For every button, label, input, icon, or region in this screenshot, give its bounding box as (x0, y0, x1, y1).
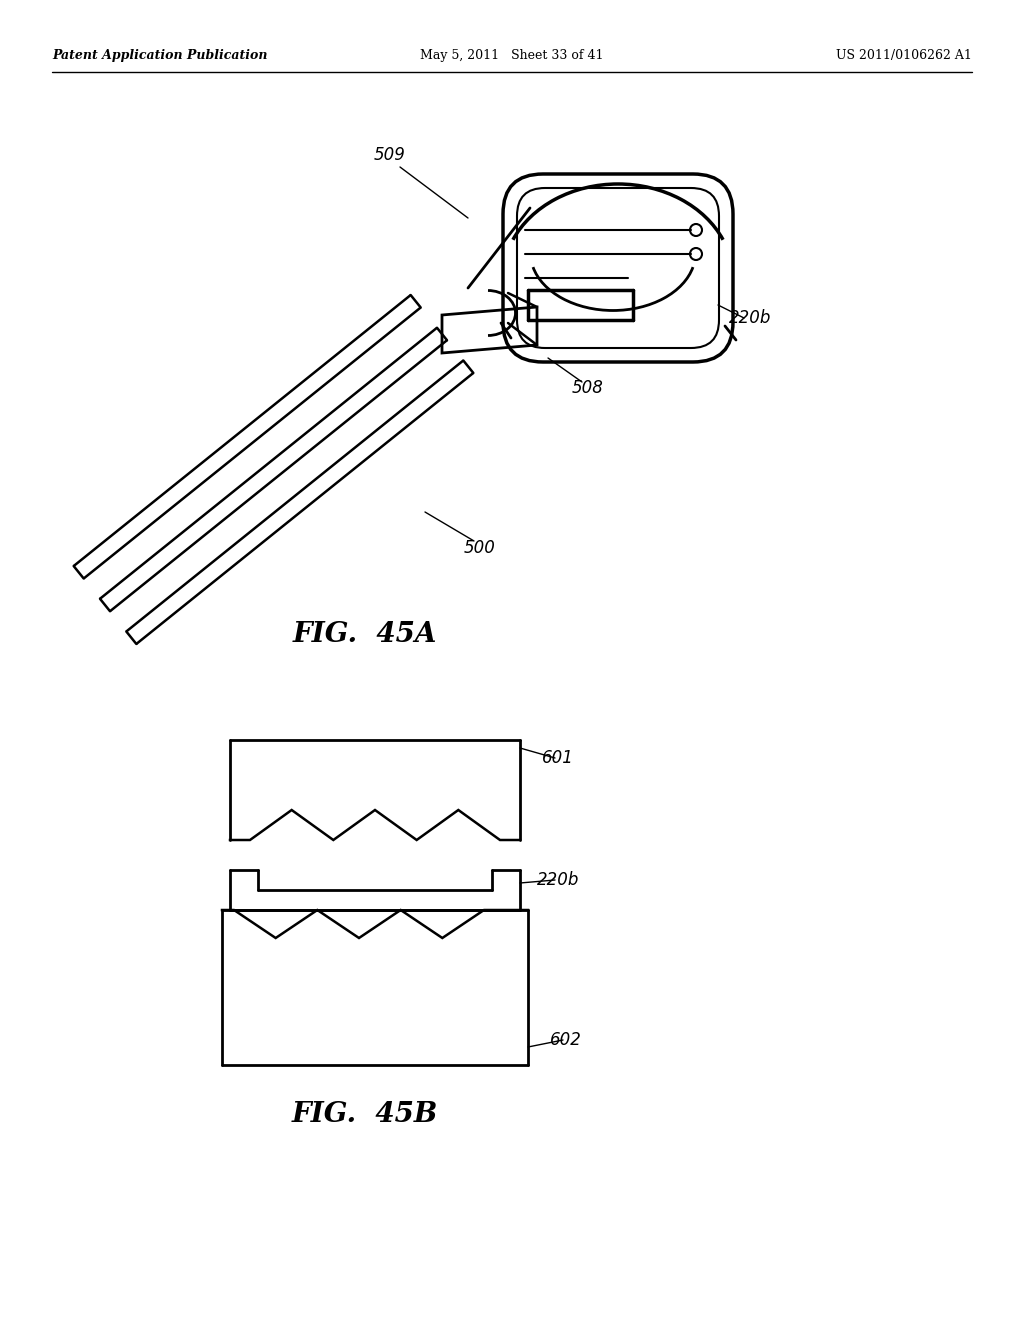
Text: 220b: 220b (729, 309, 771, 327)
Text: FIG.  45B: FIG. 45B (292, 1101, 438, 1129)
Text: FIG.  45A: FIG. 45A (293, 622, 437, 648)
Text: 509: 509 (374, 147, 406, 164)
Text: 602: 602 (550, 1031, 582, 1049)
Text: 601: 601 (542, 748, 573, 767)
Text: 500: 500 (464, 539, 496, 557)
Text: May 5, 2011   Sheet 33 of 41: May 5, 2011 Sheet 33 of 41 (420, 49, 604, 62)
Text: 220b: 220b (537, 871, 580, 888)
Text: US 2011/0106262 A1: US 2011/0106262 A1 (837, 49, 972, 62)
Text: Patent Application Publication: Patent Application Publication (52, 49, 267, 62)
Text: 508: 508 (572, 379, 604, 397)
